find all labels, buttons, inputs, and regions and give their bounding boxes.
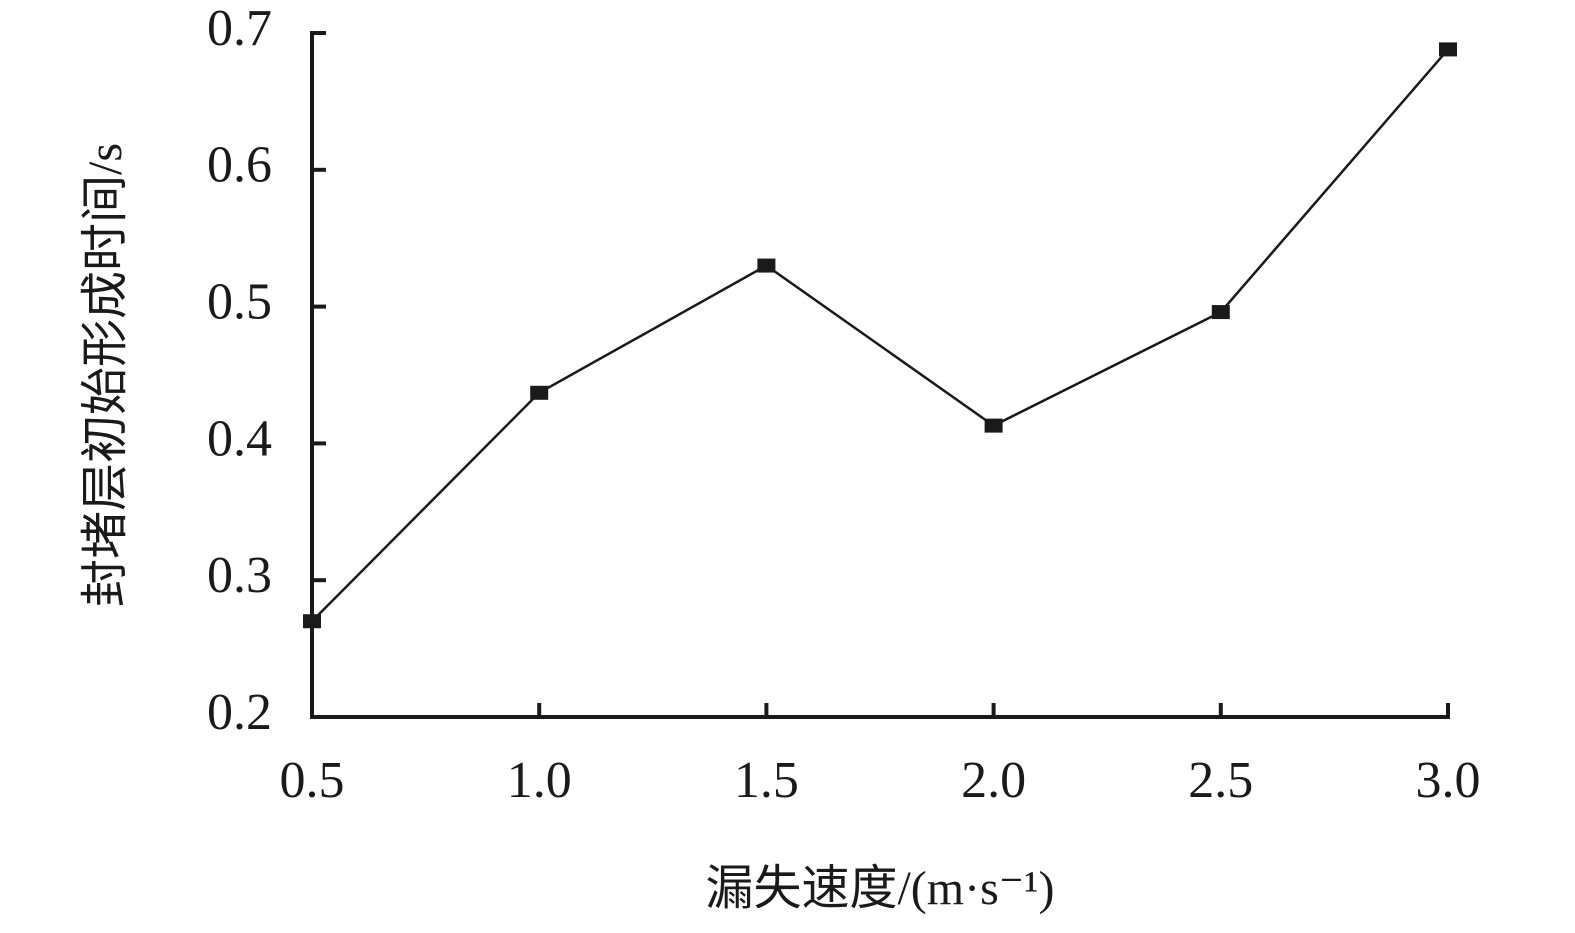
y-tick-label: 0.6	[207, 137, 272, 194]
y-tick-label: 0.3	[207, 547, 272, 604]
y-tick-label: 0.7	[207, 0, 272, 57]
point-marker	[1439, 42, 1457, 57]
point-marker	[530, 385, 549, 400]
y-axis-label: 封堵层初始形成时间/s	[79, 143, 132, 607]
point-marker	[303, 614, 321, 629]
y-tick-label: 0.2	[207, 684, 272, 741]
point-marker	[757, 258, 776, 273]
x-axis-label: 漏失速度/(m·s⁻¹)	[705, 862, 1054, 915]
x-tick-label: 1.5	[734, 752, 799, 809]
y-tick-label: 0.4	[207, 410, 272, 467]
y-tick-label: 0.5	[207, 274, 272, 331]
x-tick-label: 1.0	[507, 752, 572, 809]
x-tick-label: 2.0	[961, 752, 1026, 809]
point-marker	[984, 418, 1003, 433]
x-tick-label: 2.5	[1188, 752, 1253, 809]
point-marker	[1211, 305, 1230, 320]
series-line	[311, 48, 1449, 623]
x-tick-label: 3.0	[1416, 752, 1481, 809]
x-tick-label: 0.5	[280, 752, 345, 809]
